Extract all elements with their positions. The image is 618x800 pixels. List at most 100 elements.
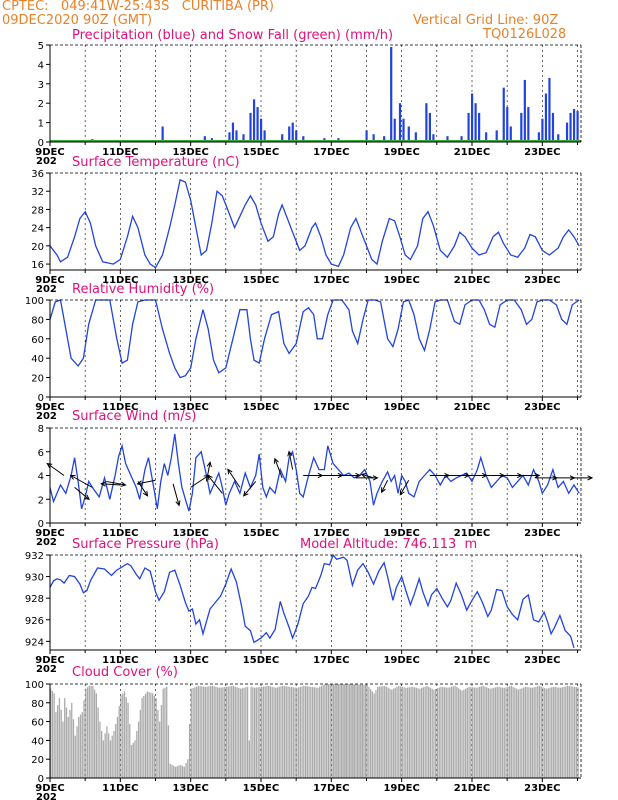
precip-y-tick-label: 5 — [38, 41, 44, 52]
cloud-bar — [100, 731, 103, 778]
cloud-bar — [58, 698, 61, 778]
cloud-bar — [227, 686, 229, 778]
precip-bar — [281, 134, 284, 142]
cloud-bar — [194, 687, 196, 778]
cloud-bar — [503, 687, 505, 778]
temp-line — [49, 178, 580, 269]
precip-bar — [414, 132, 417, 142]
wind-arrow-head — [175, 500, 181, 507]
wind-arrow-head — [206, 461, 212, 468]
pressure-x-tick-label: 21DEC — [454, 655, 490, 666]
cloud-bar — [375, 690, 377, 778]
cloud-bar — [538, 685, 541, 778]
precip-bar — [557, 134, 560, 142]
rh-y-tick-label: 80 — [31, 315, 44, 326]
cloud-bar — [530, 687, 532, 778]
cloud-bar — [289, 686, 291, 778]
cloud-bar — [306, 686, 309, 778]
cloud-bar — [431, 688, 433, 778]
cloud-bar — [412, 686, 414, 778]
cloud-bar — [123, 691, 126, 778]
model-altitude: Model Altitude: 746.113 m — [300, 537, 478, 552]
precip-x-tick-label: 19DEC — [383, 147, 419, 158]
cloud-bar — [486, 687, 488, 778]
wind-arrow — [227, 469, 241, 488]
precip-bar — [576, 110, 579, 142]
cloud-bar — [268, 685, 270, 778]
cloud-bar — [452, 686, 454, 778]
rh-x-tick-label: 17DEC — [313, 402, 349, 413]
cloud-bar — [340, 684, 343, 778]
cloud-bar — [575, 687, 578, 778]
pressure-x-tick-label: 19DEC — [383, 655, 419, 666]
cloud-bar — [176, 766, 178, 778]
wind-arrow-head — [69, 474, 76, 480]
cloud-bar — [378, 686, 381, 778]
wind-arrow — [243, 481, 257, 497]
wind-x-tick-label: 21DEC — [454, 528, 490, 539]
cloud-bar — [457, 688, 460, 778]
cloud-bar — [392, 688, 395, 778]
cloud-bar — [185, 762, 187, 778]
cloud-bar — [51, 691, 54, 778]
cloud-bar — [464, 688, 467, 778]
wind-arrow-head — [534, 472, 541, 479]
cloud-bar — [459, 689, 461, 778]
precip-bar — [390, 46, 393, 142]
precip-x-tick-label: 17DEC — [313, 147, 349, 158]
cloud-bar — [377, 686, 379, 778]
cloud-x-tick-label: 23DEC — [524, 783, 560, 794]
cloud-bar — [151, 693, 154, 778]
precip-bar — [263, 130, 266, 142]
cloud-bar — [246, 686, 249, 778]
cloud-x-tick-label: 21DEC — [454, 783, 490, 794]
cloud-bar — [71, 702, 73, 778]
cloud-bar — [424, 686, 426, 778]
wind-x-tick-label: 19DEC — [383, 528, 419, 539]
precip-y-tick-label: 4 — [38, 60, 44, 71]
cloud-bar — [382, 686, 384, 778]
cloud-bar — [493, 687, 495, 778]
precip-bar — [407, 126, 410, 142]
precip-bar — [393, 118, 396, 142]
precip-bar — [372, 134, 375, 142]
wind-arrow — [288, 451, 294, 470]
cloud-bar — [556, 687, 558, 778]
cloud-bar — [554, 687, 556, 778]
precip-y-tick-label: 1 — [38, 119, 44, 130]
wind-arrow-head — [360, 472, 367, 479]
cloud-bar — [132, 742, 134, 778]
cloud-bar — [389, 688, 391, 778]
pressure-x-tick-label: 15DEC — [243, 655, 279, 666]
cloud-bar — [259, 687, 261, 778]
cloud-bar — [245, 687, 247, 778]
cloud-bar — [106, 726, 108, 778]
cloud-bar — [484, 686, 486, 778]
cloud-bar — [406, 687, 409, 778]
temp-year-label: 202 — [36, 284, 57, 295]
cloud-bar — [148, 692, 150, 778]
cloud-bar — [332, 684, 335, 778]
precip-x-tick-label: 11DEC — [102, 147, 138, 158]
cloud-bar — [526, 687, 528, 778]
cloud-bar — [253, 687, 256, 778]
cloud-x-tick-label: 13DEC — [172, 783, 208, 794]
cloud-y-tick-label: 100 — [25, 680, 44, 691]
cloud-bar — [255, 687, 258, 778]
cloud-bar — [93, 689, 96, 778]
cloud-bar — [577, 687, 579, 778]
cloud-bar — [181, 765, 184, 778]
cloud-bar — [510, 685, 512, 778]
pressure-x-tick-label: 11DEC — [102, 655, 138, 666]
wind-x-tick-label: 9DEC — [35, 528, 64, 539]
cloud-bar — [468, 686, 470, 778]
wind-y-tick-label: 6 — [38, 448, 44, 459]
station-header: CPTEC: 049:41W-25:43S CURITIBA (PR) — [2, 0, 274, 14]
cloud-bar — [144, 693, 147, 778]
cloud-bar — [331, 684, 333, 778]
precip-y-tick-label: 2 — [38, 99, 44, 110]
precip-x-tick-label: 23DEC — [524, 147, 560, 158]
precip-bar — [467, 112, 470, 142]
cloud-y-tick-label: 20 — [31, 755, 44, 766]
